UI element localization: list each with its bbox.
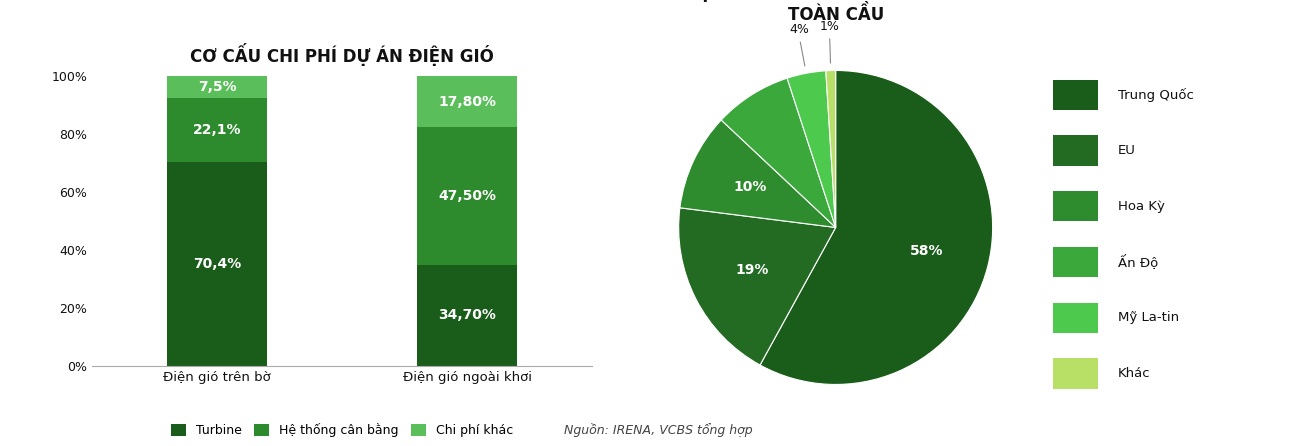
Text: 34,70%: 34,70% (438, 309, 496, 322)
Text: 47,50%: 47,50% (438, 189, 496, 203)
Text: EU: EU (1117, 144, 1136, 157)
Text: Trung Quốc: Trung Quốc (1117, 88, 1194, 102)
Text: 7,5%: 7,5% (197, 80, 237, 94)
Wedge shape (679, 208, 836, 365)
Text: Khác: Khác (1117, 367, 1150, 380)
Text: Hoa Kỳ: Hoa Kỳ (1117, 200, 1165, 213)
Wedge shape (761, 70, 992, 384)
Bar (167, 98, 267, 161)
Bar (167, 76, 267, 98)
Text: 1%: 1% (820, 20, 840, 33)
Text: 58%: 58% (911, 244, 944, 258)
Text: Mỹ La-tin: Mỹ La-tin (1117, 311, 1179, 324)
Wedge shape (721, 78, 836, 227)
Text: 17,80%: 17,80% (438, 95, 496, 109)
Wedge shape (787, 71, 836, 227)
Text: 10%: 10% (734, 180, 767, 194)
FancyBboxPatch shape (1053, 80, 1098, 110)
Bar (417, 265, 517, 366)
Wedge shape (826, 70, 836, 227)
Text: Ấn Độ: Ấn Độ (1117, 255, 1158, 269)
Legend: Turbine, Hệ thống cân bằng, Chi phí khác: Turbine, Hệ thống cân bằng, Chi phí khác (166, 418, 519, 442)
Bar (417, 128, 517, 265)
Bar (417, 76, 517, 128)
FancyBboxPatch shape (1053, 359, 1098, 388)
Title: CƠ CẤU CHI PHÍ DỰ ÁN ĐIỆN GIÓ: CƠ CẤU CHI PHÍ DỰ ÁN ĐIỆN GIÓ (191, 43, 494, 66)
FancyBboxPatch shape (1053, 247, 1098, 277)
Bar (167, 161, 267, 366)
FancyBboxPatch shape (1053, 191, 1098, 221)
Text: 4%: 4% (790, 23, 809, 37)
FancyBboxPatch shape (1053, 136, 1098, 165)
Title: THỊ PHẦN SẢN XUẤT TURBINE GIÓ
TOÀN CẦU: THỊ PHẦN SẢN XUẤT TURBINE GIÓ TOÀN CẦU (676, 0, 995, 24)
Text: 70,4%: 70,4% (193, 257, 241, 271)
FancyBboxPatch shape (1053, 303, 1098, 333)
Text: 22,1%: 22,1% (193, 123, 241, 136)
Wedge shape (680, 120, 836, 227)
Text: 19%: 19% (736, 263, 769, 277)
Text: Nguồn: IRENA, VCBS tổng hợp: Nguồn: IRENA, VCBS tổng hợp (563, 423, 753, 437)
